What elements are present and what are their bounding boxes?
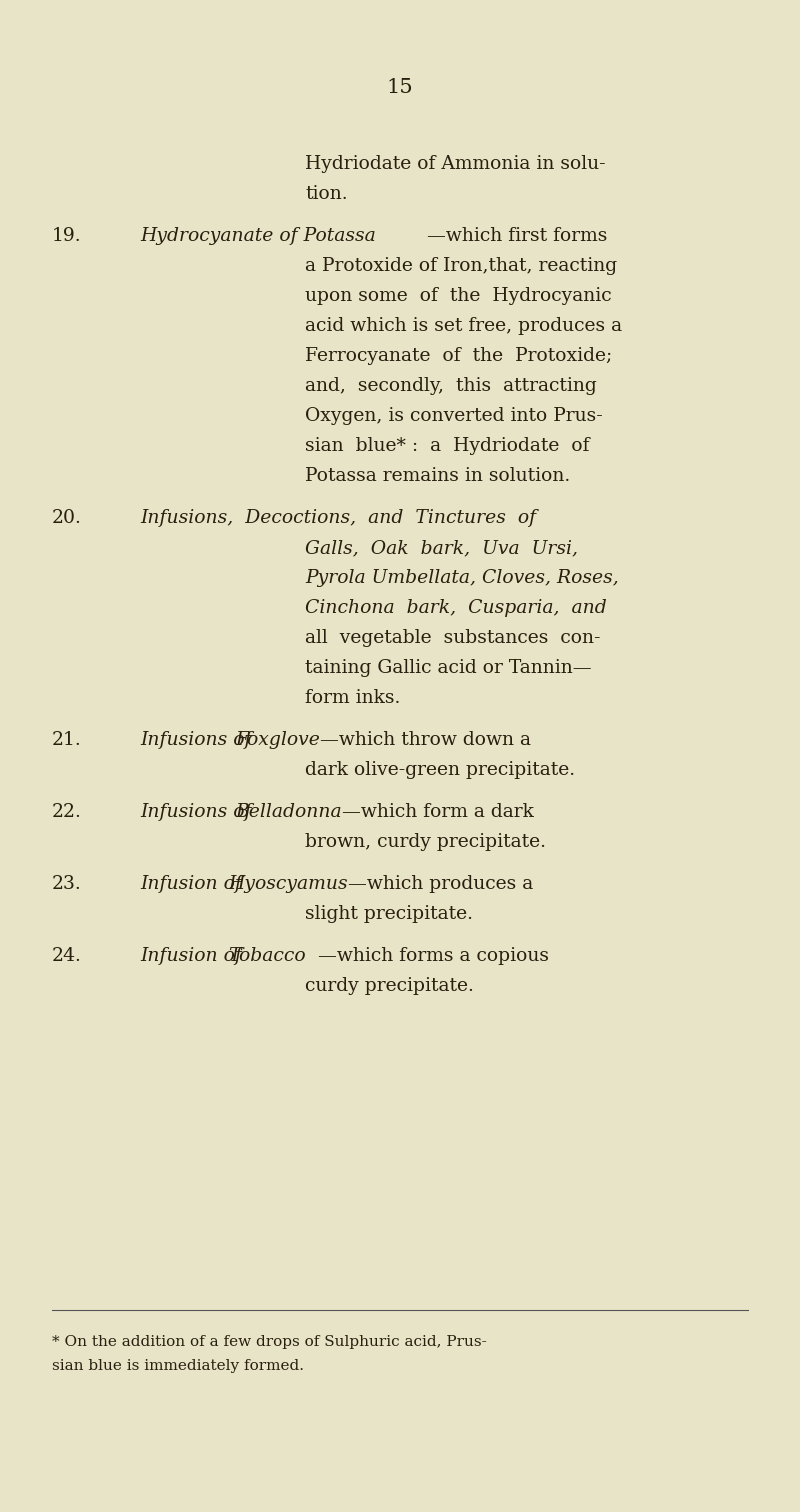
Text: Infusions of: Infusions of: [140, 803, 258, 821]
Text: Foxglove: Foxglove: [235, 730, 320, 748]
Text: 24.: 24.: [52, 947, 82, 965]
Text: Infusion of: Infusion of: [140, 947, 248, 965]
Text: 19.: 19.: [52, 227, 82, 245]
Text: 15: 15: [386, 79, 414, 97]
Text: Hydriodate of Ammonia in solu-: Hydriodate of Ammonia in solu-: [305, 156, 606, 172]
Text: Galls,  Oak  bark,  Uva  Ursi,: Galls, Oak bark, Uva Ursi,: [305, 538, 578, 556]
Text: Infusion of: Infusion of: [140, 875, 248, 894]
Text: dark olive-green precipitate.: dark olive-green precipitate.: [305, 761, 575, 779]
Text: * On the addition of a few drops of Sulphuric acid, Prus-: * On the addition of a few drops of Sulp…: [52, 1335, 486, 1349]
Text: Ferrocyanate  of  the  Protoxide;: Ferrocyanate of the Protoxide;: [305, 346, 612, 364]
Text: sian blue is immediately formed.: sian blue is immediately formed.: [52, 1359, 304, 1373]
Text: tion.: tion.: [305, 184, 348, 203]
Text: Belladonna: Belladonna: [235, 803, 342, 821]
Text: and,  secondly,  this  attracting: and, secondly, this attracting: [305, 376, 597, 395]
Text: slight precipitate.: slight precipitate.: [305, 906, 473, 922]
Text: —which forms a copious: —which forms a copious: [318, 947, 549, 965]
Text: 20.: 20.: [52, 510, 82, 528]
Text: all  vegetable  substances  con-: all vegetable substances con-: [305, 629, 601, 647]
Text: Cinchona  bark,  Cusparia,  and: Cinchona bark, Cusparia, and: [305, 599, 606, 617]
Text: curdy precipitate.: curdy precipitate.: [305, 977, 474, 995]
Text: brown, curdy precipitate.: brown, curdy precipitate.: [305, 833, 546, 851]
Text: form inks.: form inks.: [305, 689, 400, 708]
Text: Infusions,  Decoctions,  and  Tinctures  of: Infusions, Decoctions, and Tinctures of: [140, 510, 536, 528]
Text: 23.: 23.: [52, 875, 82, 894]
Text: Tobacco: Tobacco: [228, 947, 306, 965]
Text: Hydrocyanate of Potassa: Hydrocyanate of Potassa: [140, 227, 376, 245]
Text: Infusions of: Infusions of: [140, 730, 258, 748]
Text: upon some  of  the  Hydrocyanic: upon some of the Hydrocyanic: [305, 287, 612, 305]
Text: —which first forms: —which first forms: [427, 227, 607, 245]
Text: taining Gallic acid or Tannin—: taining Gallic acid or Tannin—: [305, 659, 592, 677]
Text: Oxygen, is converted into Prus-: Oxygen, is converted into Prus-: [305, 407, 602, 425]
Text: sian  blue* :  a  Hydriodate  of: sian blue* : a Hydriodate of: [305, 437, 590, 455]
Text: a Protoxide of Iron,that, reacting: a Protoxide of Iron,that, reacting: [305, 257, 617, 275]
Text: 21.: 21.: [52, 730, 82, 748]
Text: Pyrola Umbellata, Cloves, Roses,: Pyrola Umbellata, Cloves, Roses,: [305, 569, 618, 587]
Text: —which throw down a: —which throw down a: [320, 730, 531, 748]
Text: —which form a dark: —which form a dark: [342, 803, 534, 821]
Text: Hyoscyamus: Hyoscyamus: [228, 875, 348, 894]
Text: acid which is set free, produces a: acid which is set free, produces a: [305, 318, 622, 336]
Text: 22.: 22.: [52, 803, 82, 821]
Text: —which produces a: —which produces a: [348, 875, 534, 894]
Text: Potassa remains in solution.: Potassa remains in solution.: [305, 467, 570, 485]
